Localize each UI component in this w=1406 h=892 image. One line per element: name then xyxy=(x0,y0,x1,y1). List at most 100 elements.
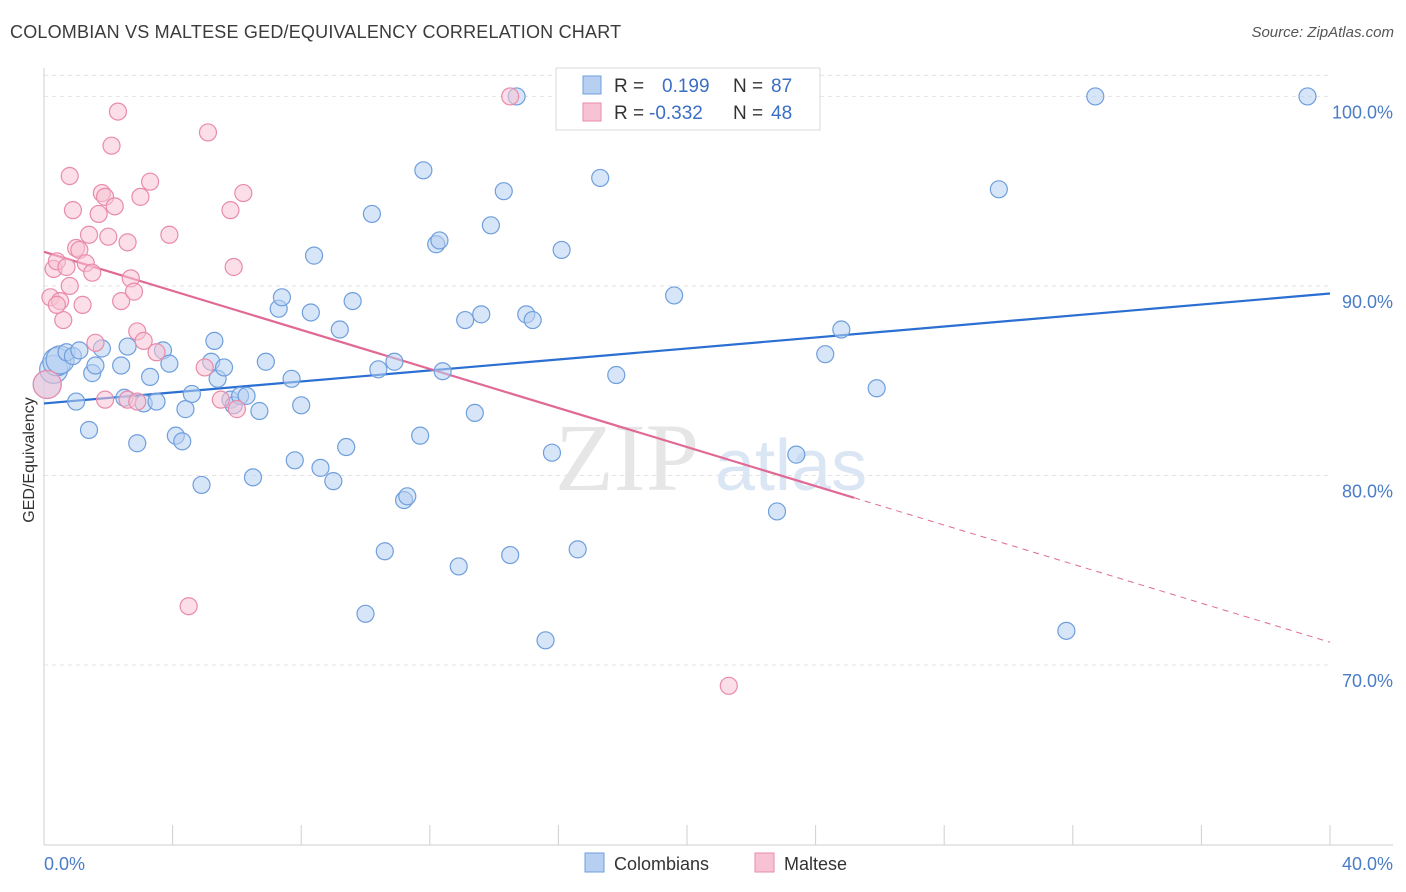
point-maltese xyxy=(60,276,79,296)
point-colombians xyxy=(591,168,610,188)
point-colombians xyxy=(465,403,484,423)
point-maltese xyxy=(54,310,73,330)
legend-swatch-colombians xyxy=(582,75,602,95)
point-colombians xyxy=(523,310,542,330)
point-colombians xyxy=(472,305,491,324)
point-maltese xyxy=(105,197,124,216)
point-colombians xyxy=(205,331,224,350)
point-colombians xyxy=(324,472,343,491)
point-maltese xyxy=(60,166,79,186)
point-colombians xyxy=(430,231,449,250)
point-maltese xyxy=(63,201,83,220)
point-maltese xyxy=(112,292,131,311)
point-colombians xyxy=(282,369,301,388)
point-maltese xyxy=(95,390,115,409)
point-colombians xyxy=(237,386,256,405)
point-maltese xyxy=(99,227,118,246)
point-maltese xyxy=(124,282,144,301)
point-colombians xyxy=(304,246,324,265)
legend-swatch-maltese xyxy=(582,102,602,122)
series-swatch-colombians xyxy=(584,852,605,873)
legend-n-value-1: 87 xyxy=(771,76,792,97)
point-colombians xyxy=(1057,621,1076,640)
legend-n-label-1: N = xyxy=(733,76,763,97)
point-maltese xyxy=(86,333,105,352)
point-maltese xyxy=(108,102,128,121)
point-colombians xyxy=(147,392,166,411)
point-colombians xyxy=(67,392,86,411)
point-colombians xyxy=(369,360,388,379)
point-maltese xyxy=(118,233,137,252)
legend-r-label-1: R = xyxy=(614,76,644,97)
y-tick-label: 100.0% xyxy=(1332,102,1393,122)
point-maltese xyxy=(131,187,150,206)
correlation-legend: R = 0.199 N = 87 R = -0.332 N = 48 xyxy=(555,67,821,131)
watermark-zip: ZIP xyxy=(555,404,699,511)
point-maltese xyxy=(227,400,246,419)
watermark-atlas: atlas xyxy=(715,426,867,506)
point-maltese xyxy=(198,123,218,142)
point-colombians xyxy=(128,434,147,453)
y-tick-label: 70.0% xyxy=(1342,671,1393,691)
point-colombians xyxy=(665,286,684,305)
chart-title: COLOMBIAN VS MALTESE GED/EQUIVALENCY COR… xyxy=(10,22,622,42)
point-colombians xyxy=(118,337,137,356)
point-colombians xyxy=(301,303,320,322)
series-swatch-maltese xyxy=(754,852,775,873)
point-colombians xyxy=(767,502,787,521)
point-colombians xyxy=(989,180,1008,199)
point-maltese xyxy=(83,263,102,282)
point-colombians xyxy=(86,356,105,375)
point-maltese xyxy=(140,172,160,191)
legend-r-value-1: 0.199 xyxy=(662,76,710,97)
point-colombians xyxy=(70,341,89,360)
y-tick-label: 90.0% xyxy=(1342,292,1393,312)
point-maltese xyxy=(719,676,738,695)
point-colombians xyxy=(292,396,311,415)
point-colombians xyxy=(176,400,195,419)
point-maltese xyxy=(79,225,99,244)
point-colombians xyxy=(1086,87,1105,106)
point-maltese xyxy=(32,369,62,400)
point-colombians xyxy=(362,204,382,224)
point-colombians xyxy=(1298,87,1317,106)
tick-labels: 100.0% 90.0% 80.0% 70.0% 0.0% 40.0% xyxy=(44,102,1393,874)
point-colombians xyxy=(568,540,587,559)
point-maltese xyxy=(102,136,121,155)
point-colombians xyxy=(449,557,468,576)
data-points xyxy=(32,87,1317,695)
point-colombians xyxy=(411,426,430,445)
point-colombians xyxy=(536,631,555,650)
trend-maltese-extrapolated xyxy=(854,497,1331,643)
point-maltese xyxy=(160,225,179,244)
point-colombians xyxy=(79,420,99,440)
point-maltese xyxy=(501,87,520,106)
point-colombians xyxy=(552,240,571,260)
point-colombians xyxy=(214,358,234,377)
point-colombians xyxy=(173,432,192,451)
point-colombians xyxy=(337,437,356,457)
point-maltese xyxy=(147,343,166,362)
point-maltese xyxy=(128,392,147,411)
point-colombians xyxy=(542,443,562,462)
point-colombians xyxy=(343,292,362,311)
trend-lines xyxy=(43,250,1331,643)
point-colombians xyxy=(494,182,513,201)
series-legend: Colombians Maltese xyxy=(584,852,847,874)
point-maltese xyxy=(134,331,153,350)
point-maltese xyxy=(224,257,243,277)
point-colombians xyxy=(112,356,131,375)
legend-n-value-2: 48 xyxy=(771,103,792,124)
series-maltese xyxy=(32,87,738,695)
point-colombians xyxy=(192,475,211,495)
series-label-colombians: Colombians xyxy=(614,854,709,874)
point-colombians xyxy=(243,468,263,487)
point-maltese xyxy=(179,597,198,616)
legend-n-label-2: N = xyxy=(733,103,763,124)
point-colombians xyxy=(433,362,452,381)
series-label-maltese: Maltese xyxy=(784,854,847,874)
trend-colombians xyxy=(43,292,1331,405)
point-maltese xyxy=(234,183,253,203)
point-maltese xyxy=(57,257,76,277)
axes xyxy=(43,68,1393,846)
